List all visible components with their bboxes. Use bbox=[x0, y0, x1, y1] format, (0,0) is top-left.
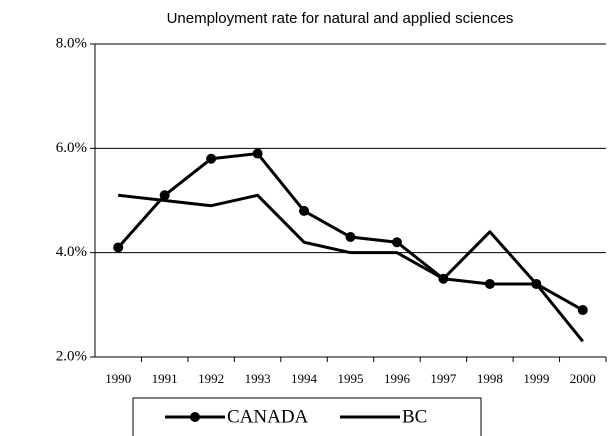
data-point bbox=[252, 148, 263, 159]
x-tick-label: 1996 bbox=[384, 371, 411, 386]
x-tick-label: 1998 bbox=[477, 371, 503, 386]
data-point bbox=[345, 232, 356, 243]
x-tick-label: 1992 bbox=[198, 371, 224, 386]
data-point bbox=[206, 153, 217, 164]
y-tick-label: 6.0% bbox=[56, 140, 87, 156]
data-point bbox=[391, 237, 402, 248]
y-tick-label: 8.0% bbox=[56, 35, 87, 51]
y-tick-label: 4.0% bbox=[56, 244, 87, 260]
x-tick-label: 1993 bbox=[245, 371, 271, 386]
series-line bbox=[118, 193, 584, 343]
legend-label: BC bbox=[402, 406, 427, 427]
legend-label: CANADA bbox=[227, 406, 309, 427]
series-line bbox=[117, 152, 584, 312]
x-tick-label: 1991 bbox=[152, 371, 178, 386]
y-tick-label: 2.0% bbox=[56, 348, 87, 364]
x-tick-label: 2000 bbox=[570, 371, 596, 386]
data-point bbox=[299, 205, 310, 216]
x-tick-label: 1990 bbox=[105, 371, 131, 386]
data-point bbox=[113, 242, 124, 253]
data-point bbox=[484, 278, 495, 289]
data-point bbox=[577, 305, 588, 316]
x-tick-label: 1997 bbox=[430, 371, 457, 386]
chart-title: Unemployment rate for natural and applie… bbox=[167, 10, 514, 27]
x-tick-label: 1999 bbox=[523, 371, 549, 386]
x-tick-label: 1995 bbox=[338, 371, 364, 386]
data-point bbox=[159, 190, 170, 201]
legend-marker bbox=[190, 412, 200, 422]
x-tick-label: 1994 bbox=[291, 371, 318, 386]
